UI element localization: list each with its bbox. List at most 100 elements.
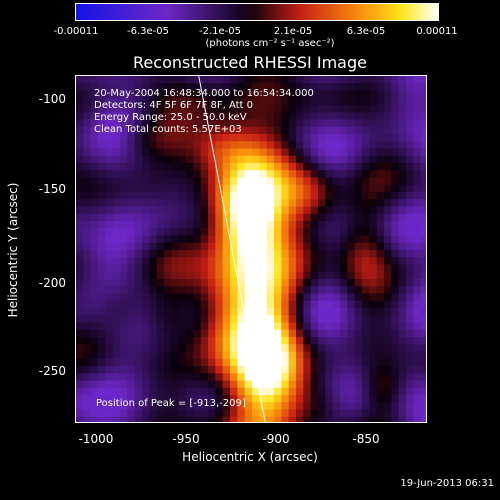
heatmap-cell xyxy=(83,300,92,309)
heatmap-cell xyxy=(186,242,194,251)
heatmap-cell xyxy=(215,286,224,295)
heatmap-cell xyxy=(413,213,422,222)
heatmap-cell xyxy=(127,177,136,186)
heatmap-cell xyxy=(288,257,297,266)
heatmap-cell xyxy=(420,126,426,135)
heatmap-cell xyxy=(200,416,209,422)
heatmap-cell xyxy=(252,119,260,128)
heatmap-cell xyxy=(193,387,202,396)
heatmap-cell xyxy=(76,213,84,222)
heatmap-cell xyxy=(325,409,334,418)
heatmap-cell xyxy=(391,199,400,208)
heatmap-cell xyxy=(193,373,202,382)
heatmap-cell xyxy=(134,235,143,244)
heatmap-cell xyxy=(369,387,378,396)
heatmap-cell xyxy=(244,279,253,287)
heatmap-cell xyxy=(244,192,253,200)
heatmap-cell xyxy=(76,134,84,142)
heatmap-cell xyxy=(171,257,180,266)
heatmap-cell xyxy=(252,126,260,135)
heatmap-cell xyxy=(347,105,356,113)
heatmap-cell xyxy=(222,416,231,422)
heatmap-cell xyxy=(164,322,172,331)
heatmap-cell xyxy=(112,119,121,128)
heatmap-cell xyxy=(98,105,106,113)
heatmap-cell xyxy=(222,300,231,309)
heatmap-cell xyxy=(281,141,290,150)
annotation-detectors: Detectors: 4F 5F 6F 7F 8F, Att 0 xyxy=(94,100,254,111)
heatmap-cell xyxy=(127,242,136,251)
heatmap-cell xyxy=(369,264,378,273)
heatmap-cell xyxy=(259,308,268,316)
heatmap-cell xyxy=(310,315,319,324)
heatmap-cell xyxy=(149,395,158,403)
heatmap-cell xyxy=(332,315,341,324)
heatmap-cell xyxy=(340,105,348,113)
heatmap-cell xyxy=(281,351,290,360)
heatmap-cell xyxy=(369,184,378,193)
heatmap-cell xyxy=(76,119,84,128)
heatmap-cell xyxy=(186,344,194,353)
heatmap-cell xyxy=(420,387,426,396)
heatmap-cell xyxy=(384,170,392,179)
heatmap-cell xyxy=(281,380,290,389)
heatmap-cell xyxy=(354,163,363,171)
heatmap-cell xyxy=(332,76,341,84)
heatmap-cell xyxy=(215,235,224,244)
heatmap-cell xyxy=(354,286,363,295)
heatmap-cell xyxy=(178,155,187,164)
heatmap-cell xyxy=(186,293,194,302)
heatmap-cell xyxy=(354,409,363,418)
heatmap-cell xyxy=(354,337,363,345)
heatmap-cell xyxy=(296,416,304,422)
heatmap-cell xyxy=(142,416,150,422)
heatmap-cell xyxy=(310,97,319,106)
heatmap-cell xyxy=(376,271,385,280)
heatmap-cell xyxy=(171,416,180,422)
heatmap-cell xyxy=(252,322,260,331)
heatmap-cell xyxy=(391,264,400,273)
heatmap-cell xyxy=(391,119,400,128)
heatmap-cell xyxy=(252,163,260,171)
heatmap-cell xyxy=(83,380,92,389)
heatmap-cell xyxy=(200,351,209,360)
x-tick-label: -850 xyxy=(352,432,380,446)
heatmap-cell xyxy=(149,257,158,266)
heatmap-cell xyxy=(303,112,312,121)
heatmap-cell xyxy=(76,83,84,92)
heatmap-cell xyxy=(134,315,143,324)
heatmap-cell xyxy=(237,192,246,200)
heatmap-cell xyxy=(156,170,165,179)
heatmap-cell xyxy=(303,199,312,208)
heatmap-cell xyxy=(200,293,209,302)
heatmap-cell xyxy=(259,257,268,266)
heatmap-cell xyxy=(186,228,194,237)
heatmap-cell xyxy=(171,105,180,113)
heatmap-cell xyxy=(90,402,99,411)
heatmap-cell xyxy=(149,83,158,92)
heatmap-cell xyxy=(406,257,414,266)
heatmap-cell xyxy=(376,344,385,353)
heatmap-cell xyxy=(127,395,136,403)
heatmap-cell xyxy=(406,271,414,280)
heatmap-cell xyxy=(120,322,128,331)
heatmap-cell xyxy=(413,83,422,92)
heatmap-cell xyxy=(215,250,224,258)
heatmap-cell xyxy=(369,257,378,266)
heatmap-cell xyxy=(105,170,114,179)
heatmap-cell xyxy=(230,358,238,367)
heatmap-cell xyxy=(83,148,92,157)
heatmap-cell xyxy=(90,358,99,367)
heatmap-cell xyxy=(259,344,268,353)
heatmap-cell xyxy=(259,228,268,237)
heatmap-cell xyxy=(281,235,290,244)
heatmap-cell xyxy=(215,119,224,128)
heatmap-cell xyxy=(252,250,260,258)
heatmap-cell xyxy=(186,286,194,295)
heatmap-cell xyxy=(98,322,106,331)
heatmap-cell xyxy=(98,192,106,200)
heatmap-cell xyxy=(112,329,121,338)
heatmap-cell xyxy=(193,250,202,258)
heatmap-cell xyxy=(332,380,341,389)
heatmap-cell xyxy=(149,134,158,142)
